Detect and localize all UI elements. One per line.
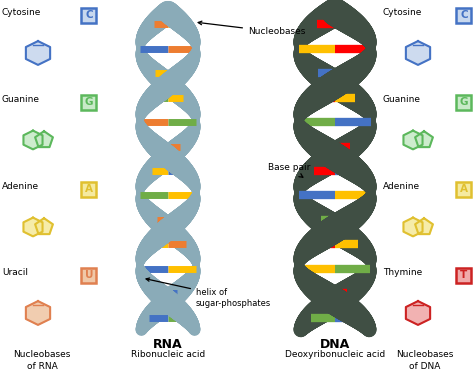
Text: C: C — [460, 10, 468, 20]
Polygon shape — [403, 131, 422, 149]
Text: helix of
sugar-phosphates: helix of sugar-phosphates — [146, 278, 271, 308]
Polygon shape — [26, 301, 50, 325]
Text: T: T — [460, 270, 468, 280]
Text: Guanine: Guanine — [2, 95, 40, 104]
FancyBboxPatch shape — [456, 94, 472, 110]
Text: Adenine: Adenine — [383, 182, 420, 191]
Text: Adenine: Adenine — [2, 182, 39, 191]
Text: Nucleobases: Nucleobases — [198, 21, 305, 36]
FancyBboxPatch shape — [456, 182, 472, 196]
FancyBboxPatch shape — [82, 94, 97, 110]
FancyBboxPatch shape — [456, 8, 472, 22]
FancyBboxPatch shape — [456, 268, 472, 282]
Polygon shape — [24, 131, 43, 149]
Polygon shape — [403, 218, 422, 236]
Text: G: G — [460, 97, 468, 107]
Text: Cytosine: Cytosine — [2, 8, 41, 17]
Text: Nucleobases
of DNA: Nucleobases of DNA — [396, 350, 454, 371]
Text: Base pair: Base pair — [268, 163, 310, 177]
Text: Uracil: Uracil — [2, 268, 28, 277]
Polygon shape — [415, 218, 433, 234]
Text: Deoxyribonucleic acid: Deoxyribonucleic acid — [285, 350, 385, 359]
Polygon shape — [24, 218, 43, 236]
Polygon shape — [406, 41, 430, 65]
Text: DNA: DNA — [320, 338, 350, 351]
FancyBboxPatch shape — [82, 8, 97, 22]
Text: Guanine: Guanine — [383, 95, 421, 104]
Polygon shape — [415, 131, 433, 147]
FancyBboxPatch shape — [82, 182, 97, 196]
Polygon shape — [406, 301, 430, 325]
Text: Thymine: Thymine — [383, 268, 422, 277]
FancyBboxPatch shape — [82, 268, 97, 282]
Text: Ribonucleic acid: Ribonucleic acid — [131, 350, 205, 359]
Polygon shape — [35, 218, 53, 234]
Polygon shape — [26, 41, 50, 65]
Text: U: U — [85, 270, 93, 280]
Text: C: C — [85, 10, 93, 20]
Text: A: A — [460, 184, 468, 194]
Text: A: A — [85, 184, 93, 194]
Text: Cytosine: Cytosine — [383, 8, 422, 17]
Text: Nucleobases
of RNA: Nucleobases of RNA — [13, 350, 71, 371]
Text: G: G — [85, 97, 93, 107]
Polygon shape — [35, 131, 53, 147]
Text: RNA: RNA — [153, 338, 183, 351]
